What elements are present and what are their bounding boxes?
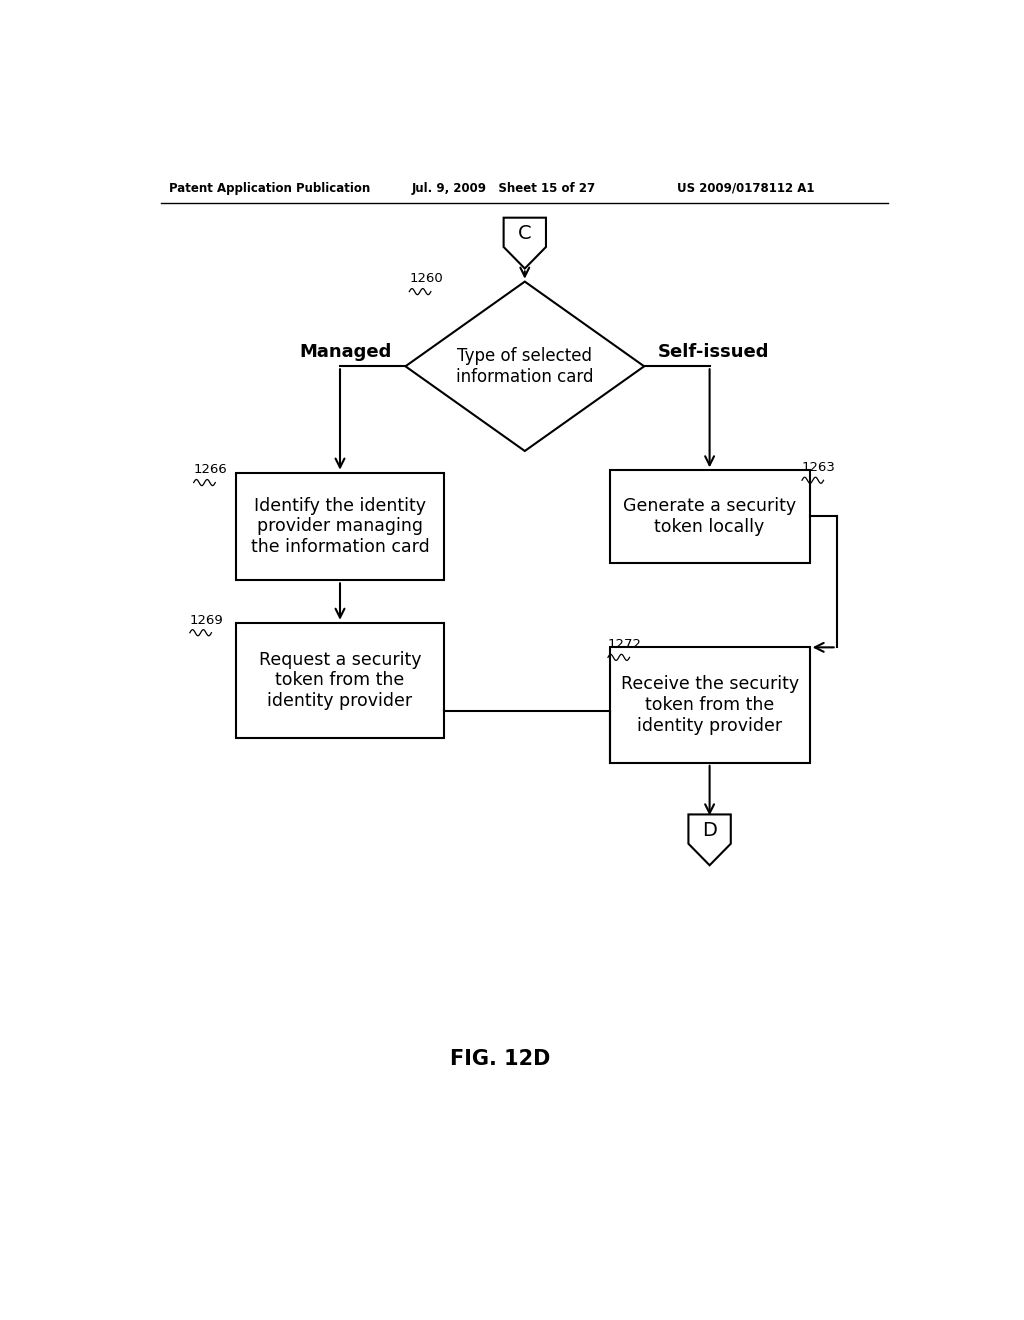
- Text: FIG. 12D: FIG. 12D: [450, 1049, 550, 1069]
- FancyBboxPatch shape: [237, 473, 444, 581]
- Text: Generate a security
token locally: Generate a security token locally: [623, 498, 797, 536]
- Text: Patent Application Publication: Patent Application Publication: [169, 182, 371, 194]
- Text: Request a security
token from the
identity provider: Request a security token from the identi…: [259, 651, 421, 710]
- Text: 1266: 1266: [194, 463, 227, 477]
- Text: 1269: 1269: [189, 614, 223, 627]
- Text: 1272: 1272: [608, 638, 642, 651]
- Text: Receive the security
token from the
identity provider: Receive the security token from the iden…: [621, 676, 799, 735]
- Text: Jul. 9, 2009   Sheet 15 of 27: Jul. 9, 2009 Sheet 15 of 27: [412, 182, 596, 194]
- Text: Managed: Managed: [299, 343, 391, 362]
- Text: 1260: 1260: [410, 272, 443, 285]
- Polygon shape: [688, 814, 731, 866]
- Text: Type of selected
information card: Type of selected information card: [456, 347, 594, 385]
- Polygon shape: [406, 281, 644, 451]
- Text: Identify the identity
provider managing
the information card: Identify the identity provider managing …: [251, 496, 429, 556]
- Text: Self-issued: Self-issued: [658, 343, 769, 362]
- Polygon shape: [504, 218, 546, 268]
- Text: C: C: [518, 224, 531, 243]
- Text: 1263: 1263: [802, 461, 836, 474]
- Text: D: D: [702, 821, 717, 840]
- FancyBboxPatch shape: [609, 647, 810, 763]
- FancyBboxPatch shape: [609, 470, 810, 562]
- Text: US 2009/0178112 A1: US 2009/0178112 A1: [677, 182, 815, 194]
- FancyBboxPatch shape: [237, 623, 444, 738]
